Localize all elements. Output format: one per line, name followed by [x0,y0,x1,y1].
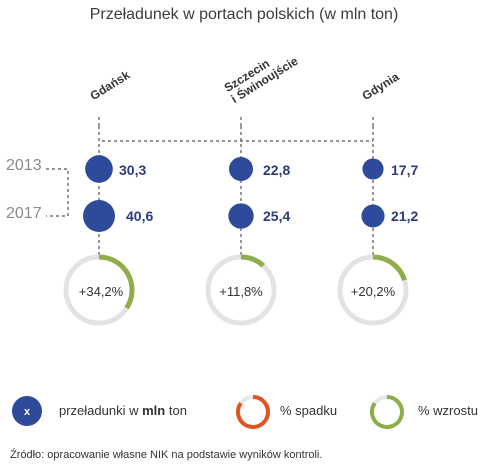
growth-label-gdansk: +34,2% [78,284,124,299]
legend-growth-text: % wzrostu [418,403,478,418]
chart-title: Przeładunek w portach polskich (w mln to… [89,6,399,23]
value-label-2017-szczecin: 25,4 [263,208,291,224]
growth-label-gdynia: +20,2% [350,284,396,299]
value-label-2017-gdansk: 40,6 [126,208,154,224]
value-label-2013-gdansk: 30,3 [119,162,147,178]
legend-decline-text: % spadku [280,403,338,418]
legend-bubble-icon [12,396,42,426]
bubble-2013-0 [85,155,113,183]
year-label-2017: 2017 [6,205,42,222]
year-label-2013: 2013 [6,157,42,174]
growth-ring-arc-1 [240,254,265,268]
growth-ring-arc-0 [98,254,135,310]
bubble-2017-0 [83,200,115,232]
value-label-2013-gdynia: 17,7 [391,162,419,178]
source-note: Źródło: opracowanie własne NIK na podsta… [10,449,323,461]
bubble-2013-2 [362,158,384,180]
legend-decline-icon [236,395,270,429]
legend-bubble-text: przeładunki w mln ton [59,403,187,418]
legend-growth-icon [370,395,404,429]
growth-ring-arc-2 [372,254,407,282]
bubble-2013-1 [229,157,253,181]
value-label-2017-gdynia: 21,2 [391,208,419,224]
legend-bubble-symbol: x [24,406,31,418]
bubble-2017-2 [361,204,385,228]
port-ticks [98,117,374,126]
year-bracket [46,168,69,217]
bubble-2017-1 [228,203,254,229]
value-label-2013-szczecin: 22,8 [263,162,291,178]
growth-label-szczecin: +11,8% [219,284,263,299]
